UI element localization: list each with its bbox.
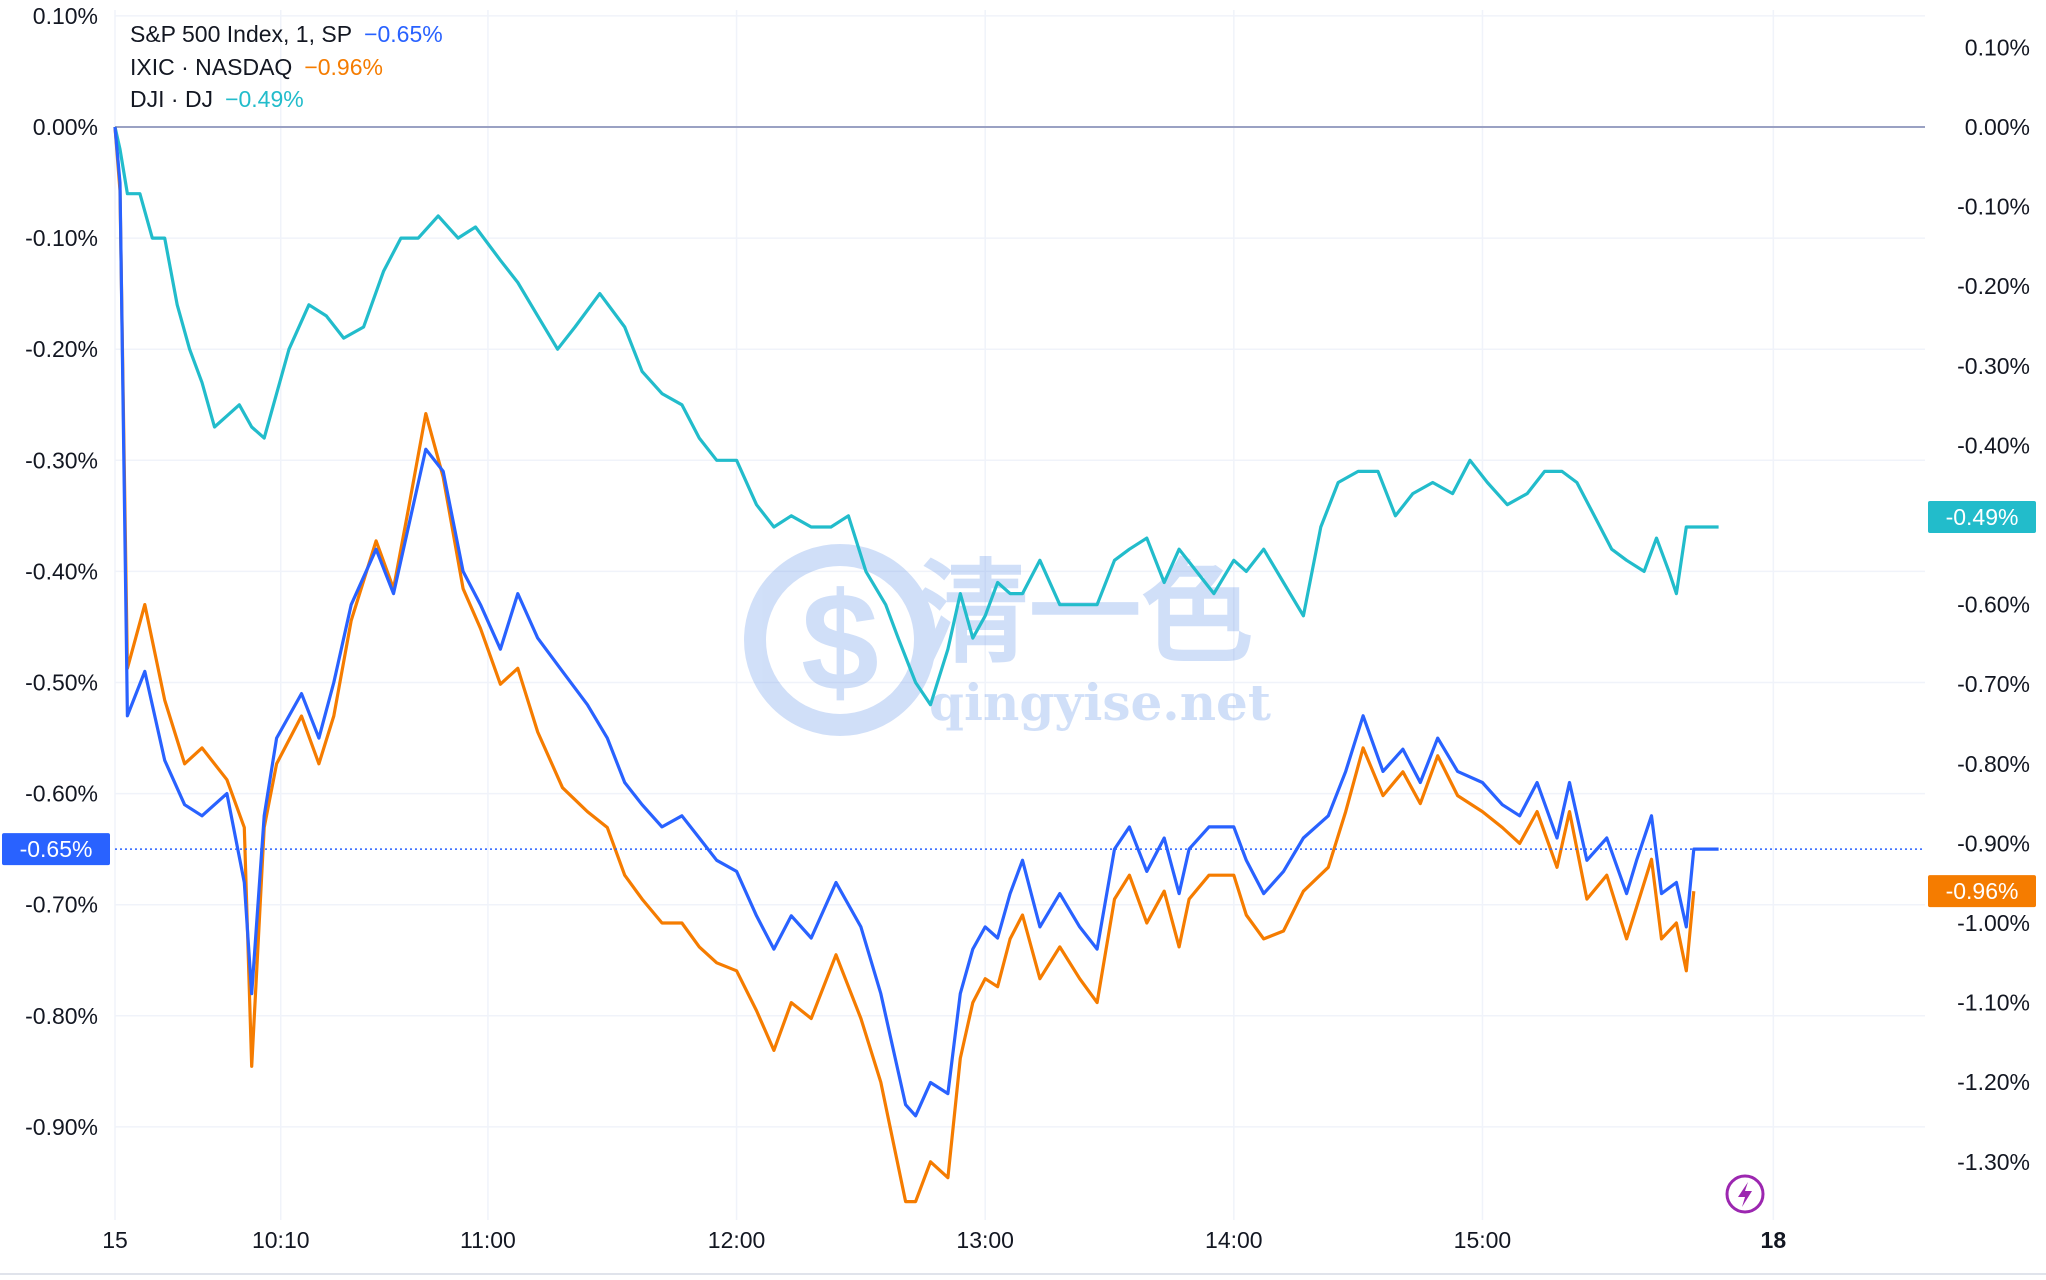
watermark-domain: qingyise.net <box>929 673 1271 732</box>
legend-change: −0.65% <box>364 21 443 47</box>
left-axis-tick-label: -0.90% <box>25 1114 98 1140</box>
right-axis: 0.10%0.00%-0.10%-0.20%-0.30%-0.40%-0.50%… <box>1957 34 2030 1174</box>
last-value-labels: -0.65% -0.49% -0.96% <box>2 501 2036 908</box>
right-axis-tick-label: -0.60% <box>1957 592 2030 618</box>
left-axis-tick-label: 0.00% <box>33 114 98 140</box>
left-axis-tick-label: -0.80% <box>25 1003 98 1029</box>
series-line <box>113 126 1719 707</box>
left-axis-tick-label: -0.10% <box>25 225 98 251</box>
left-axis: 0.10% 0.00% -0.10% -0.20% -0.30% -0.40% -0.50%… <box>25 3 98 1140</box>
time-axis-tick-label: 14:00 <box>1205 1227 1263 1253</box>
left-axis-tick-label: 0.10% <box>33 3 98 29</box>
time-axis-tick-label: 15:00 <box>1454 1227 1512 1253</box>
time-axis-tick-label: 13:00 <box>956 1227 1014 1253</box>
time-axis-tick-label: 10:10 <box>252 1227 310 1253</box>
time-axis-tick-label: 12:00 <box>708 1227 766 1253</box>
series-line <box>113 126 1696 1204</box>
replay-button[interactable] <box>1725 1174 1765 1214</box>
time-axis-tick-label: 11:00 <box>460 1227 516 1253</box>
watermark: $ 清一色 qingyise.net <box>744 544 1271 736</box>
right-axis-tick-label: -0.20% <box>1957 273 2030 299</box>
grid <box>0 10 2046 1275</box>
dollar-logo-glyph: $ <box>801 563 879 720</box>
legend-label: DJI · DJ <box>130 86 214 112</box>
legend-change: −0.96% <box>304 53 383 80</box>
right-axis-tick-label: -0.10% <box>1957 194 2030 220</box>
last-value-text: -0.65% <box>20 836 93 862</box>
last-value-badge <box>1928 875 2036 908</box>
series-line <box>113 126 1719 1118</box>
last-value-text: -0.49% <box>1946 504 2019 530</box>
right-axis-tick-label: 0.10% <box>1965 34 2030 60</box>
right-axis-tick-label: -0.30% <box>1957 353 2030 379</box>
right-axis-tick-label: -0.40% <box>1957 432 2030 458</box>
legend-label: IXIC · NASDAQ <box>130 53 293 80</box>
last-value-badge <box>2 833 110 866</box>
right-axis-tick-label: 0.00% <box>1965 114 2030 140</box>
last-value-badge <box>1928 501 2036 534</box>
time-axis-tick-label: 18 <box>1761 1227 1787 1253</box>
left-axis-tick-label: -0.30% <box>25 447 98 473</box>
left-axis-tick-label: -0.20% <box>25 336 98 362</box>
last-value-text: -0.96% <box>1946 878 2019 904</box>
series-lines <box>113 126 1719 1204</box>
legend-item-dji[interactable]: DJI · DJ −0.49% <box>130 83 443 116</box>
legend-item-sp500[interactable]: S&P 500 Index, 1, SP −0.65% <box>130 18 443 51</box>
left-axis-tick-label: -0.50% <box>25 670 98 696</box>
right-axis-tick-label: -0.80% <box>1957 751 2030 777</box>
left-axis-tick-label: -0.70% <box>25 892 98 918</box>
time-axis: 15 10:10 11:00 12:00 13:00 14:00 15:00 18 <box>102 1227 1786 1253</box>
lightning-icon <box>1738 1182 1752 1207</box>
left-axis-tick-label: -0.40% <box>25 558 98 584</box>
dollar-logo-icon <box>744 544 936 736</box>
legend-change: −0.49% <box>225 86 304 112</box>
right-axis-tick-label: -1.00% <box>1957 910 2030 936</box>
legend-label: S&P 500 Index, 1, SP <box>130 21 353 47</box>
right-axis-tick-label: -0.70% <box>1957 671 2030 697</box>
legend-item-nasdaq[interactable]: IXIC · NASDAQ −0.96% <box>130 51 443 84</box>
right-axis-tick-label: -0.90% <box>1957 830 2030 856</box>
time-axis-tick-label: 15 <box>102 1227 128 1253</box>
chart-legend: S&P 500 Index, 1, SP −0.65% IXIC · NASDAQ… <box>130 18 443 116</box>
right-axis-tick-label: -1.30% <box>1957 1149 2030 1175</box>
right-axis-tick-label: -1.10% <box>1957 990 2030 1016</box>
right-axis-tick-label: -1.20% <box>1957 1069 2030 1095</box>
left-axis-tick-label: -0.60% <box>25 781 98 807</box>
